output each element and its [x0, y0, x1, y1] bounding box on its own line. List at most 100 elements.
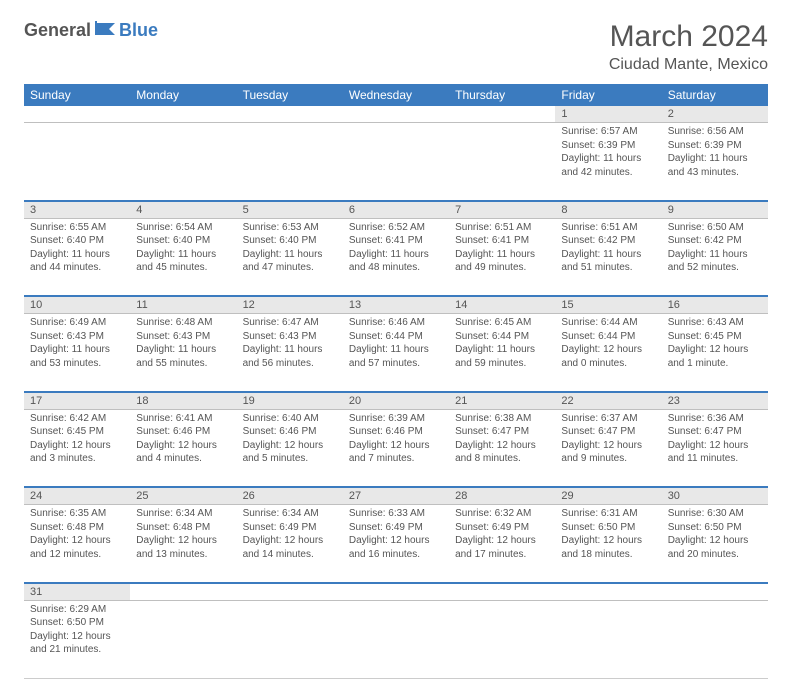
day-details: Sunrise: 6:56 AMSunset: 6:39 PMDaylight:… [662, 123, 768, 183]
day-details: Sunrise: 6:51 AMSunset: 6:41 PMDaylight:… [449, 219, 555, 279]
day-details: Sunrise: 6:49 AMSunset: 6:43 PMDaylight:… [24, 314, 130, 374]
sunrise-text: Sunrise: 6:52 AM [349, 221, 443, 235]
sunset-text: Sunset: 6:48 PM [30, 521, 124, 535]
day-cell: Sunrise: 6:36 AMSunset: 6:47 PMDaylight:… [662, 409, 768, 487]
sunset-text: Sunset: 6:40 PM [243, 234, 337, 248]
day-number: 5 [237, 202, 343, 218]
day-cell: Sunrise: 6:30 AMSunset: 6:50 PMDaylight:… [662, 505, 768, 583]
day-number: 22 [555, 393, 661, 409]
daynum-cell: 17 [24, 392, 130, 410]
sunrise-text: Sunrise: 6:56 AM [668, 125, 762, 139]
sunrise-text: Sunrise: 6:39 AM [349, 412, 443, 426]
daylight-text: Daylight: 12 hours and 12 minutes. [30, 534, 124, 561]
day-number: 18 [130, 393, 236, 409]
day-number: 16 [662, 297, 768, 313]
sunrise-text: Sunrise: 6:57 AM [561, 125, 655, 139]
sunrise-text: Sunrise: 6:41 AM [136, 412, 230, 426]
sunrise-text: Sunrise: 6:29 AM [30, 603, 124, 617]
daylight-text: Daylight: 12 hours and 11 minutes. [668, 439, 762, 466]
day-details: Sunrise: 6:37 AMSunset: 6:47 PMDaylight:… [555, 410, 661, 470]
sunset-text: Sunset: 6:39 PM [561, 139, 655, 153]
day-cell: Sunrise: 6:41 AMSunset: 6:46 PMDaylight:… [130, 409, 236, 487]
day-cell: Sunrise: 6:45 AMSunset: 6:44 PMDaylight:… [449, 314, 555, 392]
day-number: 23 [662, 393, 768, 409]
sunset-text: Sunset: 6:45 PM [30, 425, 124, 439]
day-number: 1 [555, 106, 661, 122]
day-number: 15 [555, 297, 661, 313]
day-cell: Sunrise: 6:39 AMSunset: 6:46 PMDaylight:… [343, 409, 449, 487]
weekday-header: Wednesday [343, 84, 449, 106]
day-details: Sunrise: 6:33 AMSunset: 6:49 PMDaylight:… [343, 505, 449, 565]
daynum-cell [130, 583, 236, 601]
day-cell: Sunrise: 6:53 AMSunset: 6:40 PMDaylight:… [237, 218, 343, 296]
sunset-text: Sunset: 6:43 PM [30, 330, 124, 344]
sunset-text: Sunset: 6:46 PM [136, 425, 230, 439]
daylight-text: Daylight: 11 hours and 48 minutes. [349, 248, 443, 275]
day-details: Sunrise: 6:55 AMSunset: 6:40 PMDaylight:… [24, 219, 130, 279]
sunset-text: Sunset: 6:44 PM [561, 330, 655, 344]
daynum-cell: 2 [662, 106, 768, 123]
sunset-text: Sunset: 6:40 PM [30, 234, 124, 248]
sunrise-text: Sunrise: 6:45 AM [455, 316, 549, 330]
weekday-header-row: SundayMondayTuesdayWednesdayThursdayFrid… [24, 84, 768, 106]
daylight-text: Daylight: 12 hours and 9 minutes. [561, 439, 655, 466]
day-details: Sunrise: 6:54 AMSunset: 6:40 PMDaylight:… [130, 219, 236, 279]
daylight-text: Daylight: 11 hours and 59 minutes. [455, 343, 549, 370]
content-row: Sunrise: 6:49 AMSunset: 6:43 PM Daylight:… [24, 314, 768, 392]
daynum-cell: 1 [555, 106, 661, 123]
daylight-text: Daylight: 11 hours and 43 minutes. [668, 152, 762, 179]
daynum-cell [343, 106, 449, 123]
daynum-cell: 25 [130, 487, 236, 505]
content-row: Sunrise: 6:57 AMSunset: 6:39 PMDaylight:… [24, 123, 768, 201]
logo-part2: Blue [119, 20, 158, 41]
day-number: 10 [24, 297, 130, 313]
sunrise-text: Sunrise: 6:49 AM [30, 316, 124, 330]
content-row: Sunrise: 6:42 AMSunset: 6:45 PMDaylight:… [24, 409, 768, 487]
day-number: 3 [24, 202, 130, 218]
daylight-text: Daylight: 12 hours and 20 minutes. [668, 534, 762, 561]
sunrise-text: Sunrise: 6:47 AM [243, 316, 337, 330]
sunrise-text: Sunrise: 6:34 AM [136, 507, 230, 521]
daylight-text: Daylight: 12 hours and 4 minutes. [136, 439, 230, 466]
daylight-text: Daylight: 12 hours and 1 minute. [668, 343, 762, 370]
sunset-text: Sunset: 6:50 PM [668, 521, 762, 535]
daynum-cell: 31 [24, 583, 130, 601]
sunset-text: Sunset: 6:45 PM [668, 330, 762, 344]
daylight-text: Daylight: 12 hours and 17 minutes. [455, 534, 549, 561]
day-details: Sunrise: 6:46 AMSunset: 6:44 PMDaylight:… [343, 314, 449, 374]
daynum-cell: 6 [343, 201, 449, 219]
day-number: 27 [343, 488, 449, 504]
day-details: Sunrise: 6:50 AMSunset: 6:42 PMDaylight:… [662, 219, 768, 279]
day-details: Sunrise: 6:41 AMSunset: 6:46 PMDaylight:… [130, 410, 236, 470]
daynum-cell: 14 [449, 296, 555, 314]
daynum-cell: 29 [555, 487, 661, 505]
sunrise-text: Sunrise: 6:34 AM [243, 507, 337, 521]
day-cell: Sunrise: 6:40 AMSunset: 6:46 PMDaylight:… [237, 409, 343, 487]
daylight-text: Daylight: 11 hours and 56 minutes. [243, 343, 337, 370]
day-cell: Sunrise: 6:37 AMSunset: 6:47 PMDaylight:… [555, 409, 661, 487]
day-number: 11 [130, 297, 236, 313]
daylight-text: Daylight: 11 hours and 42 minutes. [561, 152, 655, 179]
daynum-cell: 24 [24, 487, 130, 505]
day-number: 24 [24, 488, 130, 504]
daynum-row: 3456789 [24, 201, 768, 219]
daynum-cell: 12 [237, 296, 343, 314]
day-number: 30 [662, 488, 768, 504]
day-details: Sunrise: 6:35 AMSunset: 6:48 PMDaylight:… [24, 505, 130, 565]
day-number: 29 [555, 488, 661, 504]
daylight-text: Daylight: 12 hours and 7 minutes. [349, 439, 443, 466]
daynum-cell: 3 [24, 201, 130, 219]
day-details: Sunrise: 6:45 AMSunset: 6:44 PMDaylight:… [449, 314, 555, 374]
sunset-text: Sunset: 6:41 PM [349, 234, 443, 248]
daylight-text: Daylight: 11 hours and 45 minutes. [136, 248, 230, 275]
day-details: Sunrise: 6:39 AMSunset: 6:46 PMDaylight:… [343, 410, 449, 470]
weekday-header: Friday [555, 84, 661, 106]
sunset-text: Sunset: 6:42 PM [668, 234, 762, 248]
weekday-header: Tuesday [237, 84, 343, 106]
sunrise-text: Sunrise: 6:36 AM [668, 412, 762, 426]
sunset-text: Sunset: 6:49 PM [349, 521, 443, 535]
sunset-text: Sunset: 6:47 PM [561, 425, 655, 439]
daylight-text: Daylight: 11 hours and 51 minutes. [561, 248, 655, 275]
daylight-text: Daylight: 12 hours and 21 minutes. [30, 630, 124, 657]
day-number: 26 [237, 488, 343, 504]
